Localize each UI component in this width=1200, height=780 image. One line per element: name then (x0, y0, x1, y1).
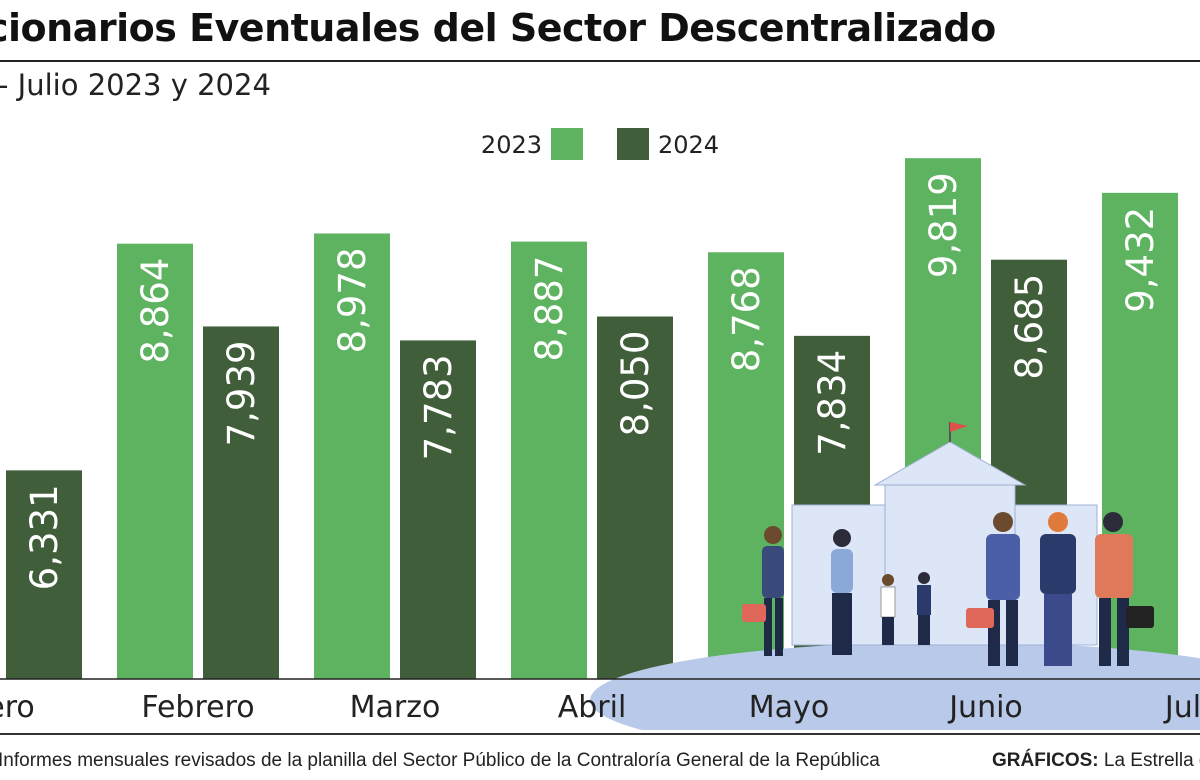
person-head-icon (1048, 512, 1068, 532)
bar-value-label: 8,978 (331, 247, 374, 353)
person-body-icon (917, 585, 931, 615)
person-body-icon (831, 549, 853, 593)
legend-label-2023: 2023 (481, 131, 542, 159)
flag-icon (950, 422, 968, 432)
person-head-icon (1103, 512, 1123, 532)
bar-value-label: 6,331 (23, 484, 66, 590)
person-body-icon (1095, 534, 1133, 598)
briefcase-icon (1126, 606, 1154, 628)
chart-title: cionarios Eventuales del Sector Descentr… (0, 6, 996, 50)
person-body-icon (880, 586, 896, 618)
person-head-icon (993, 512, 1013, 532)
bar-value-label: 7,939 (220, 340, 263, 446)
x-tick-label: Junio (947, 690, 1023, 725)
bar-value-label: 8,050 (614, 331, 657, 437)
x-tick-label: Mayo (749, 690, 829, 725)
bar-2023-marzo (314, 233, 390, 679)
bar-value-label: 8,685 (1008, 274, 1051, 380)
bar-value-label: 7,834 (811, 350, 854, 456)
building-roof (873, 441, 1027, 486)
title-divider (0, 60, 1200, 62)
person-leg-icon (1099, 598, 1111, 666)
chart-legend: 2023 2024 (481, 128, 719, 160)
credit-text: La Estrella d (1103, 750, 1200, 771)
person-head-icon (764, 526, 782, 544)
office-building-with-people-icon (590, 422, 1200, 730)
bar-value-label: 8,864 (134, 258, 177, 364)
legend-swatch-2024 (617, 128, 649, 160)
bars-layer: 6,331 8,864 7,939 8,978 7,783 8,887 8,050 8,768… (6, 158, 1178, 680)
person-head-icon (918, 572, 930, 584)
bar-value-label: 8,768 (725, 266, 768, 372)
chart-subtitle: - Julio 2023 y 2024 (0, 68, 271, 102)
bar-2024-nero (6, 470, 82, 679)
x-tick-label: Febrero (141, 690, 254, 725)
person-leg-icon (775, 598, 783, 656)
briefcase-icon (966, 608, 994, 628)
person-leg-icon (1044, 594, 1072, 666)
x-tick-label: nero (0, 690, 35, 725)
person-body-icon (762, 546, 784, 598)
person-leg-icon (1006, 600, 1018, 666)
bar-chart: 6,331 8,864 7,939 8,978 7,783 8,887 8,050 8,768… (0, 128, 1200, 730)
bar-2024-febrero (203, 326, 279, 679)
person-head-icon (833, 529, 851, 547)
bar-2024-marzo (400, 340, 476, 679)
credit-note: GRÁFICOS: La Estrella d (992, 750, 1200, 772)
x-tick-label: Abril (558, 690, 627, 725)
person-head-icon (882, 574, 894, 586)
x-tick-label: Marzo (350, 690, 441, 725)
people-group (742, 512, 1154, 666)
person-body-icon (986, 534, 1020, 600)
legend-swatch-2023 (551, 128, 583, 160)
person-leg-icon (882, 617, 894, 645)
person-leg-icon (832, 593, 852, 655)
bar-2023-febrero (117, 243, 193, 679)
bar-2023-abril (511, 241, 587, 679)
bar-value-label: 8,887 (528, 256, 571, 362)
person-leg-icon (918, 615, 930, 645)
bar-value-label: 7,783 (417, 354, 460, 460)
footer-divider (0, 733, 1200, 735)
source-note: Informes mensuales revisados de la plani… (0, 750, 880, 771)
legend-label-2024: 2024 (658, 131, 719, 159)
person-leg-icon (764, 598, 772, 656)
bar-2024-abril (597, 316, 673, 679)
x-tick-label: Jul (1163, 690, 1200, 725)
bar-value-label: 9,432 (1119, 207, 1162, 313)
person-body-icon (1040, 534, 1076, 594)
credit-label: GRÁFICOS: (992, 750, 1099, 771)
bar-value-label: 9,819 (922, 172, 965, 278)
briefcase-icon (742, 604, 766, 622)
